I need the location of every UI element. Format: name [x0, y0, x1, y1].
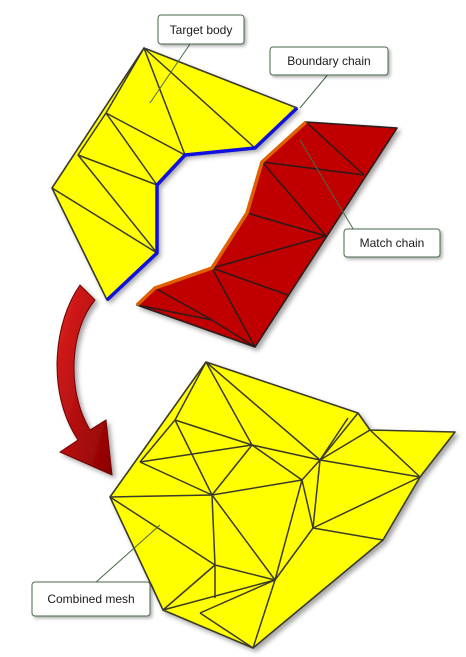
boundary-chain-leader	[299, 71, 331, 109]
combined-mesh-callout-box	[31, 581, 151, 617]
boundary-chain-line	[105, 106, 299, 302]
combined-mesh-outline	[109, 361, 456, 649]
curved-arrow-down-right-icon	[56, 284, 113, 476]
combined-mesh-triangles	[109, 361, 421, 649]
match-chain-line	[135, 120, 308, 307]
target-body-leader	[149, 43, 191, 104]
match-chain-label: Match chain	[360, 236, 425, 250]
boundary-chain-callout-box	[269, 46, 389, 76]
match-chain-callout: Match chain	[343, 228, 441, 258]
match-chain-leader	[299, 139, 356, 233]
target-body-callout: Target body	[157, 14, 245, 45]
callout-leaders	[94, 43, 356, 584]
target-body-triangles	[51, 47, 256, 254]
match-body-triangles	[136, 121, 365, 348]
combined-mesh	[109, 361, 456, 649]
combined-mesh-callout: Combined mesh	[31, 581, 151, 617]
combined-mesh-leader	[94, 524, 161, 584]
match-chain-callout-box	[343, 228, 441, 258]
target-body-label: Target body	[170, 23, 233, 37]
target-body-callout-box	[157, 14, 245, 45]
boundary-chain-callout: Boundary chain	[269, 46, 389, 76]
boundary-chain-label: Boundary chain	[287, 54, 370, 68]
combined-mesh-label: Combined mesh	[47, 592, 134, 606]
